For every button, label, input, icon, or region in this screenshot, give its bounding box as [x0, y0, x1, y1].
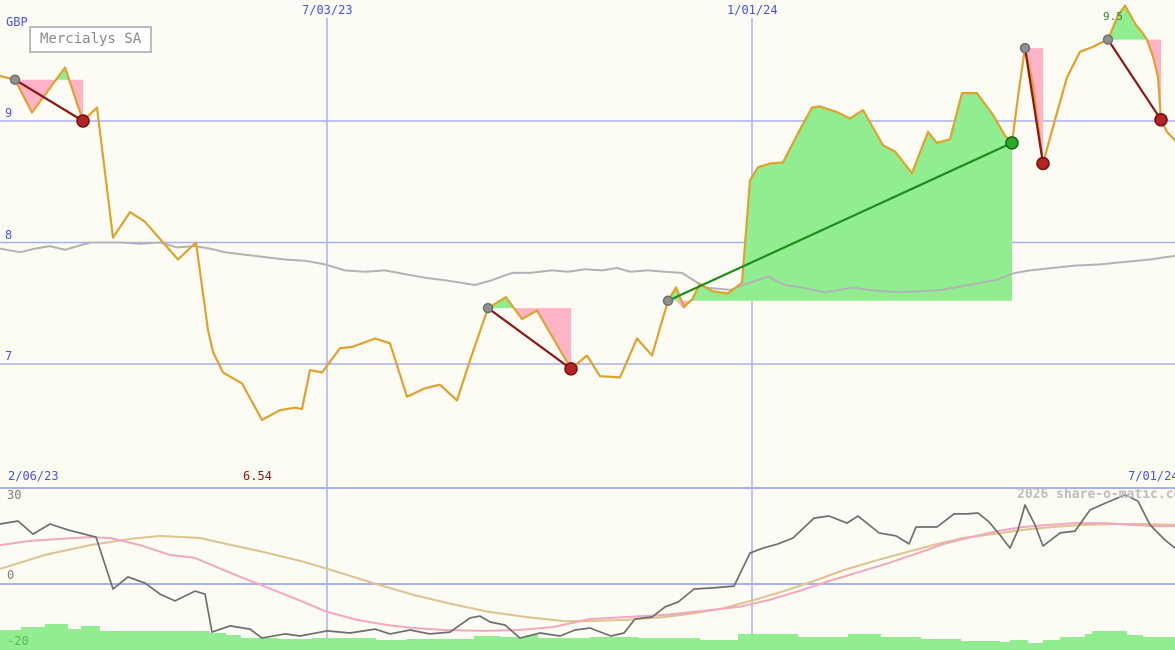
watermark: 2026 share-o-matic.com [1017, 487, 1175, 502]
y-axis-label-7: 7 [5, 349, 13, 363]
oscillator-label-0: 0 [7, 568, 15, 582]
oscillator-label-minus20: -20 [7, 634, 29, 648]
y-axis-label-8: 8 [5, 228, 13, 242]
max-price-label: 9.5 [1103, 10, 1123, 23]
currency-label: GBP [6, 15, 28, 29]
oscillator-label-30: 30 [7, 488, 22, 502]
x-axis-tick-jan24: 1/01/24 [727, 3, 778, 17]
y-axis-label-9: 9 [5, 106, 13, 120]
x-axis-start-date: 2/06/23 [8, 469, 59, 483]
chart-title: Mercialys SA [29, 26, 153, 53]
min-price-label: 6.54 [243, 469, 272, 483]
x-axis-end-date: 7/01/24 [1128, 469, 1175, 483]
x-axis-tick-jul23: 7/03/23 [302, 3, 353, 17]
